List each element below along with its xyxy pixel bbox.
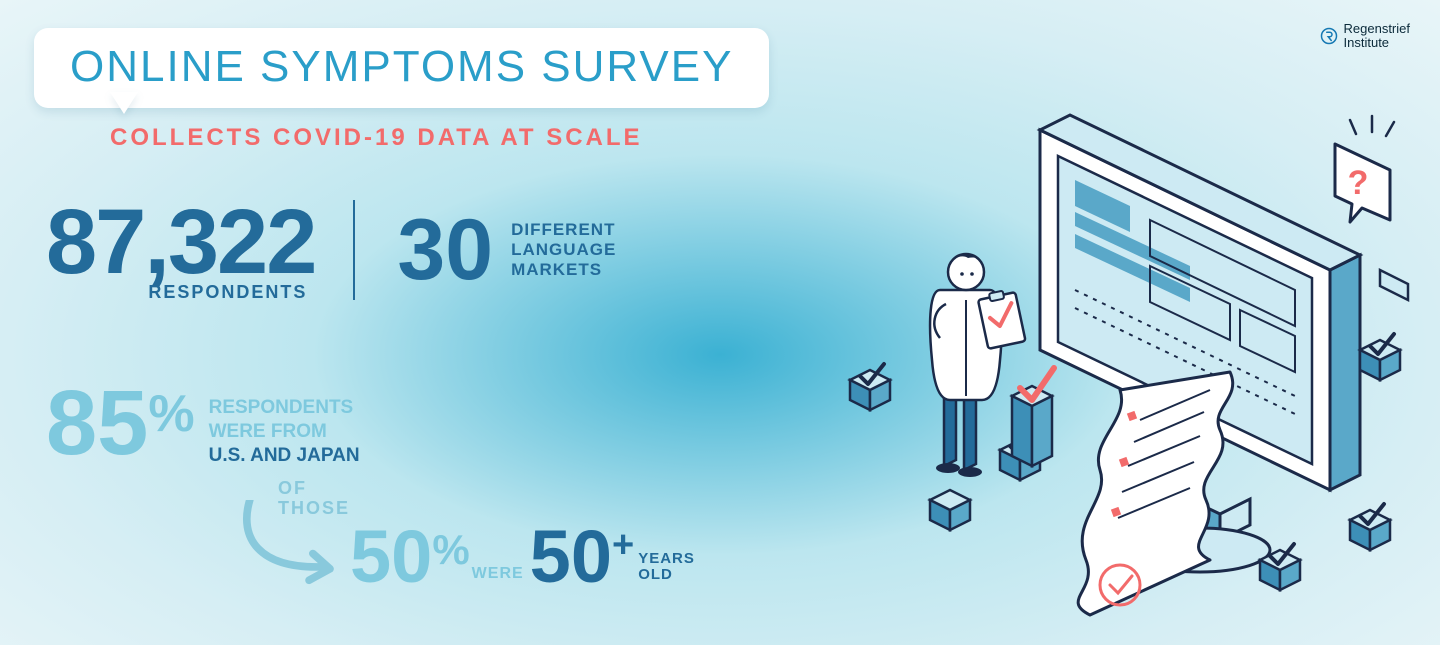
- stat-divider: [353, 200, 355, 300]
- stat-us-japan-l1: RESPONDENTS: [209, 396, 360, 420]
- brand-sub: Institute: [1344, 36, 1410, 50]
- stat-us-japan-l2: WERE FROM: [209, 420, 360, 444]
- stat-age: 50 % WERE 50 + YEARS OLD: [350, 524, 695, 591]
- stat-us-japan-sym: %: [148, 388, 194, 440]
- stat-markets-value: 30: [397, 207, 493, 293]
- stat-age-years-l2: OLD: [638, 567, 695, 583]
- stat-markets-label-2: LANGUAGE: [511, 240, 616, 260]
- page-title: ONLINE SYMPTOMS SURVEY: [70, 42, 733, 92]
- of-those-l1: OF: [278, 478, 350, 498]
- cube-check-icon: [850, 364, 890, 410]
- question-bubble-icon: ?: [1335, 116, 1394, 222]
- stats-row-1: 87,322 RESPONDENTS 30 DIFFERENT LANGUAGE…: [46, 196, 616, 303]
- stat-markets-label-1: DIFFERENT: [511, 220, 616, 240]
- stat-age-value: 50: [530, 524, 612, 591]
- illustration: ?: [790, 90, 1410, 620]
- cube-icon: [930, 490, 970, 530]
- brand-logo: Regenstrief Institute: [1320, 22, 1410, 50]
- stat-age-plus: +: [612, 524, 634, 567]
- stat-markets: 30 DIFFERENT LANGUAGE MARKETS: [397, 207, 616, 293]
- stat-respondents-value: 87,322: [46, 196, 315, 288]
- stat-age-were: WERE: [472, 565, 524, 583]
- brand-mark-icon: [1320, 27, 1338, 45]
- flag-icon: [1380, 270, 1408, 300]
- brand-name: Regenstrief: [1344, 22, 1410, 36]
- speech-tail-icon: [110, 92, 138, 114]
- stat-respondents: 87,322 RESPONDENTS: [46, 196, 315, 303]
- title-pill: ONLINE SYMPTOMS SURVEY: [34, 28, 769, 108]
- subtitle: COLLECTS COVID-19 DATA AT SCALE: [110, 124, 643, 152]
- cube-check-icon: [1350, 504, 1390, 550]
- stat-markets-label-3: MARKETS: [511, 260, 616, 280]
- arrow-icon: [228, 500, 348, 586]
- printout-icon: [1078, 372, 1233, 615]
- pillar-check-icon: [1012, 368, 1054, 466]
- stat-us-japan-pct: 85: [46, 382, 148, 465]
- cube-check-icon: [1360, 334, 1400, 380]
- svg-text:?: ?: [1348, 164, 1369, 202]
- stat-age-sym: %: [432, 526, 469, 574]
- stat-us-japan-strong: U.S. AND JAPAN: [209, 445, 360, 466]
- stat-age-pct: 50: [350, 524, 432, 591]
- stat-us-japan: 85 % RESPONDENTS WERE FROM U.S. AND JAPA…: [46, 382, 360, 468]
- stat-age-years-l1: YEARS: [638, 551, 695, 567]
